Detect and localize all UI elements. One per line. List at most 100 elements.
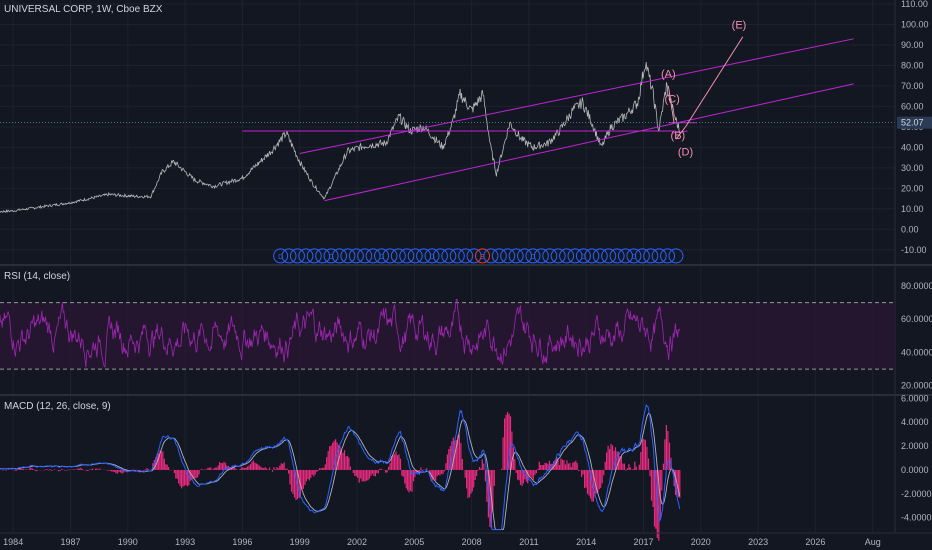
dividend-event-icon[interactable] — [592, 248, 608, 264]
dividend-event-icon[interactable] — [651, 248, 667, 264]
dividend-event-icon[interactable] — [390, 248, 406, 264]
support-stub[interactable] — [672, 130, 688, 134]
x-tick-label: 2014 — [576, 537, 596, 547]
dividend-event-icon[interactable] — [348, 248, 364, 264]
dividend-event-icon[interactable] — [357, 248, 373, 264]
dividend-event-icon[interactable] — [432, 248, 448, 264]
dividend-event-icon[interactable] — [458, 248, 474, 264]
dividend-event-glyph: D — [631, 254, 636, 261]
dividend-event-icon[interactable] — [273, 248, 289, 264]
channel-upper-line[interactable] — [299, 38, 854, 154]
rsi-tick-label: 40.0000 — [901, 347, 932, 357]
x-tick-label: 1990 — [118, 537, 138, 547]
macd-tick-label: 0.0000 — [901, 465, 929, 475]
dividend-event-icon[interactable] — [575, 248, 591, 264]
x-tick-label: 2008 — [462, 537, 482, 547]
x-tick-label: 2005 — [404, 537, 424, 547]
wave-label: (E) — [732, 20, 747, 32]
dividend-event-icon[interactable] — [424, 248, 440, 264]
wave-label: (D) — [678, 147, 693, 159]
dividend-event-icon[interactable] — [281, 248, 297, 264]
price-tick-label: 0.00 — [901, 224, 919, 234]
macd-tick-label: 4.0000 — [901, 417, 929, 427]
price-tick-label: 10.00 — [901, 204, 924, 214]
dividend-event-icon[interactable] — [517, 248, 533, 264]
x-tick-label: 1984 — [3, 537, 23, 547]
x-tick-label: 1996 — [232, 537, 252, 547]
x-tick-label: 2026 — [805, 537, 825, 547]
dividend-event-icon[interactable] — [542, 248, 558, 264]
dividend-event-icon[interactable] — [399, 248, 415, 264]
dividend-event-icon[interactable] — [567, 248, 583, 264]
dividend-event-icon[interactable] — [289, 248, 305, 264]
x-tick-label: 1999 — [290, 537, 310, 547]
dividend-event-icon[interactable] — [626, 248, 642, 264]
price-tick-label: -10.00 — [901, 245, 927, 255]
dividend-event-icon[interactable] — [601, 248, 617, 264]
dividend-event-icon[interactable] — [365, 248, 381, 264]
wave-label: (B) — [671, 130, 686, 142]
dividend-event-icon[interactable] — [617, 248, 633, 264]
dividend-event-icon[interactable] — [340, 248, 356, 264]
price-tick-label: 30.00 — [901, 163, 924, 173]
channel-lower-line[interactable] — [324, 83, 854, 202]
dividend-event-glyph: D — [581, 254, 586, 261]
dividend-event-icon[interactable] — [331, 248, 347, 264]
x-tick-label: 2002 — [347, 537, 367, 547]
dividend-event-icon[interactable] — [508, 248, 524, 264]
price-tick-label: 40.00 — [901, 142, 924, 152]
dividend-event-icon[interactable] — [416, 248, 432, 264]
macd-tick-label: -2.0000 — [901, 489, 932, 499]
dividend-event-icon[interactable] — [315, 248, 331, 264]
dividend-event-icon[interactable] — [550, 248, 566, 264]
rsi-tick-label: 80.0000 — [901, 281, 932, 291]
wave-label: (A) — [661, 69, 676, 81]
price-tick-label: 90.00 — [901, 40, 924, 50]
dividend-event-icon[interactable] — [323, 248, 339, 264]
x-tick-label: 1987 — [60, 537, 80, 547]
wave-arrow — [667, 85, 675, 123]
dividend-event-icon[interactable] — [441, 248, 457, 264]
dividend-event-icon[interactable] — [466, 248, 482, 264]
x-tick-label: 1993 — [175, 537, 195, 547]
price-tick-label: 100.00 — [901, 19, 929, 29]
price-series-line — [0, 61, 680, 213]
last-price-label: 52.07 — [901, 118, 924, 128]
dividend-event-icon[interactable] — [491, 248, 507, 264]
x-tick-label: 2020 — [691, 537, 711, 547]
dividend-event-icon[interactable] — [298, 248, 314, 264]
earnings-event-icon[interactable] — [474, 248, 490, 264]
dividend-event-icon[interactable] — [500, 248, 516, 264]
price-tick-label: 20.00 — [901, 183, 924, 193]
macd-tick-label: 2.0000 — [901, 441, 929, 451]
rsi-title: RSI (14, close) — [4, 271, 70, 282]
x-tick-label: 2017 — [633, 537, 653, 547]
dividend-event-icon[interactable] — [382, 248, 398, 264]
dividend-event-icon[interactable] — [609, 248, 625, 264]
dividend-event-glyph: D — [530, 254, 535, 261]
x-tick-label: Aug — [865, 537, 881, 547]
price-tick-label: 70.00 — [901, 81, 924, 91]
wave-arrow — [685, 36, 744, 128]
dividend-event-icon[interactable] — [533, 248, 549, 264]
dividend-event-icon[interactable] — [525, 248, 541, 264]
macd-tick-label: -4.0000 — [901, 513, 932, 523]
dividend-event-icon[interactable] — [559, 248, 575, 264]
dividend-event-icon[interactable] — [634, 248, 650, 264]
dividend-event-icon[interactable] — [306, 248, 322, 264]
dividend-event-icon[interactable] — [374, 248, 390, 264]
dividend-event-icon[interactable] — [668, 248, 684, 264]
dividend-event-icon[interactable] — [584, 248, 600, 264]
dividend-event-icon[interactable] — [660, 248, 676, 264]
macd-title: MACD (12, 26, close, 9) — [4, 401, 111, 412]
macd-tick-label: 6.0000 — [901, 393, 929, 403]
dividend-event-icon[interactable] — [643, 248, 659, 264]
dividend-event-icon[interactable] — [407, 248, 423, 264]
dividend-event-icon[interactable] — [483, 248, 499, 264]
macd-line — [0, 403, 681, 531]
rsi-band — [0, 302, 895, 370]
dividend-event-icon[interactable] — [449, 248, 465, 264]
